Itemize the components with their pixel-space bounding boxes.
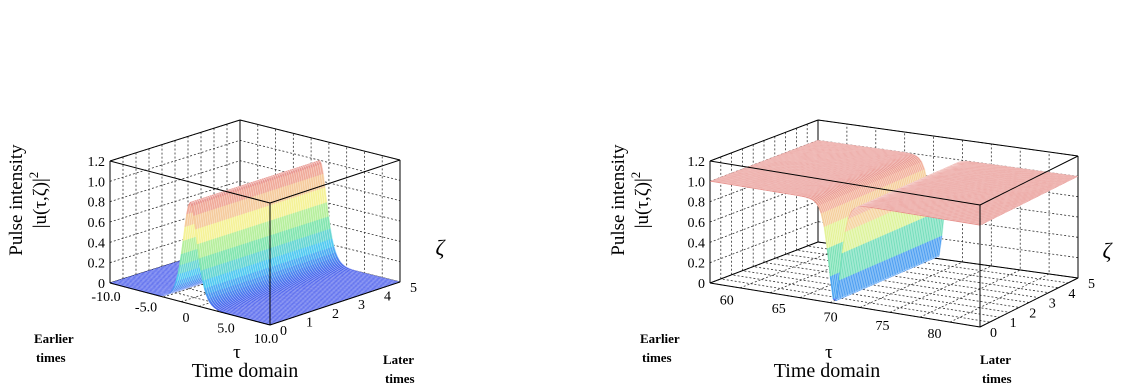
chart-1: 00.20.40.60.81.01.2-10.0-5.005.010.00123… [6,120,447,386]
grid-line [110,120,400,161]
frame-edge [110,120,240,161]
grid-line [110,140,400,181]
frame-edge [240,120,400,160]
